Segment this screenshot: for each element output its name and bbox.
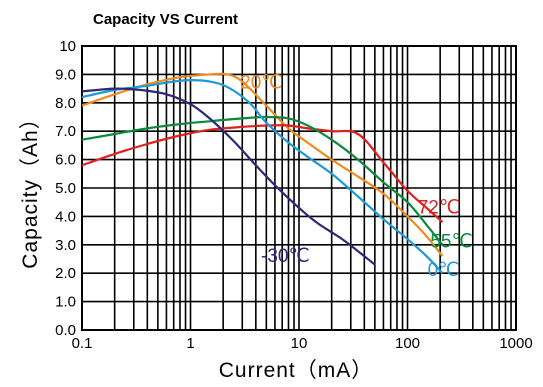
series-label: -30℃ [261,246,310,267]
y-tick-label: 3.0 [55,237,76,254]
y-axis-label: Capacity（Ah） [19,107,42,268]
series-line [81,72,444,257]
x-tick-label: 100 [395,335,420,352]
series-line [81,124,444,223]
y-tick-label: 7.0 [55,123,76,140]
series-line [81,79,444,274]
plot-frame [81,45,517,331]
series-line [81,115,444,246]
x-tick-label: 0.1 [72,335,93,352]
y-tick-label: 0.0 [55,322,76,339]
y-tick-label: 2.0 [55,265,76,282]
y-tick-label: 5.0 [55,180,76,197]
y-tick-label: 10 [59,38,76,55]
x-tick-label: 1000 [499,335,532,352]
x-tick-label: 10 [291,335,308,352]
y-tick-label: 4.0 [55,208,76,225]
x-tick-labels: 0.1 1 10 100 1000 [72,335,533,352]
series-labels: 20℃ 72℃ 55℃ 0℃ -30℃ [240,73,473,281]
series-lines [81,72,444,274]
y-tick-label: 9.0 [55,66,76,83]
y-tick-label: 6.0 [55,152,76,169]
y-tick-label: 8.0 [55,95,76,112]
series-line [81,87,376,266]
x-axis-label: Current（mA） [219,359,374,382]
grid [81,45,517,331]
series-label: 0℃ [428,260,460,281]
x-tick-label: 1 [186,335,194,352]
chart-title: Capacity VS Current [93,11,238,28]
y-tick-label: 1.0 [55,294,76,311]
series-label: 55℃ [430,232,472,253]
series-label: 20℃ [240,73,282,94]
series-label: 72℃ [418,198,460,219]
y-tick-labels: 0.0 1.0 2.0 3.0 4.0 5.0 6.0 7.0 8.0 9.0 10 [55,38,76,339]
